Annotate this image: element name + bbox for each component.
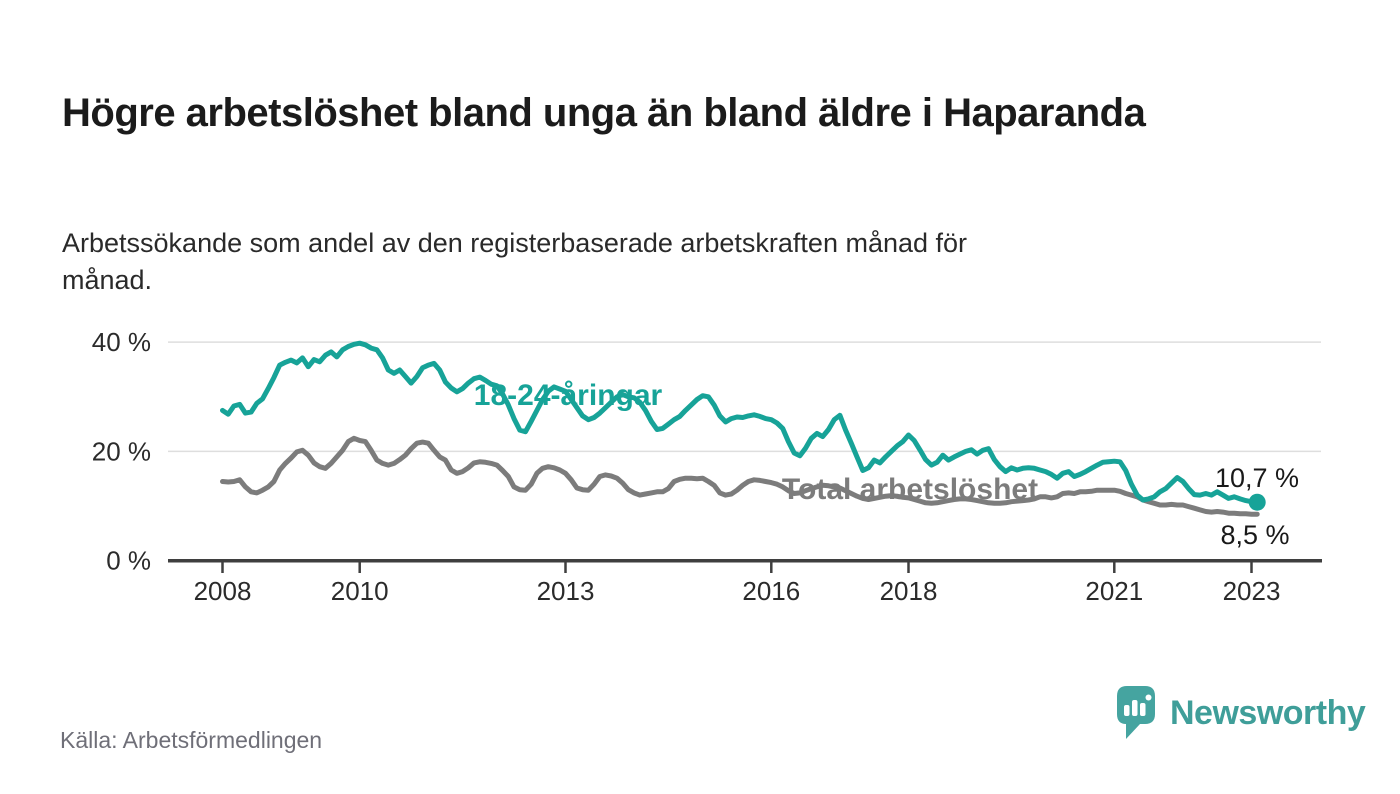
logo-wordmark: Newsworthy bbox=[1170, 693, 1366, 732]
x-tick-label-2016: 2016 bbox=[742, 576, 800, 606]
page-title: Högre arbetslöshet bland unga än bland ä… bbox=[62, 90, 1146, 135]
source-note: Källa: Arbetsförmedlingen bbox=[60, 727, 323, 753]
total-series-label: Total arbetslöshet bbox=[782, 473, 1038, 506]
x-tick-label-2008: 2008 bbox=[194, 576, 252, 606]
logo-bar-chart-icon bbox=[1124, 694, 1152, 716]
youth-series-line bbox=[220, 340, 1260, 505]
newsworthy-logo: Newsworthy bbox=[1115, 684, 1366, 742]
y-tick-label-20: 20 % bbox=[92, 436, 151, 466]
x-tick-label-2018: 2018 bbox=[880, 576, 938, 606]
x-tick-label-2021: 2021 bbox=[1085, 576, 1143, 606]
x-tick-label-2010: 2010 bbox=[331, 576, 389, 606]
youth-end-value-label: 10,7 % bbox=[1215, 463, 1299, 493]
youth-series-label: 18-24-åringar bbox=[474, 379, 663, 412]
x-tick-label-2013: 2013 bbox=[537, 576, 595, 606]
page-subtitle: Arbetssökande som andel av den registerb… bbox=[62, 228, 968, 295]
total-end-value-label: 8,5 % bbox=[1220, 520, 1289, 550]
x-tick-label-2023: 2023 bbox=[1223, 576, 1281, 606]
logo-pin-icon bbox=[1117, 686, 1155, 739]
youth-end-dot bbox=[1248, 493, 1266, 511]
y-tick-label-0: 0 % bbox=[106, 546, 151, 576]
y-tick-label-40: 40 % bbox=[92, 327, 151, 357]
total-series-line bbox=[220, 435, 1260, 517]
